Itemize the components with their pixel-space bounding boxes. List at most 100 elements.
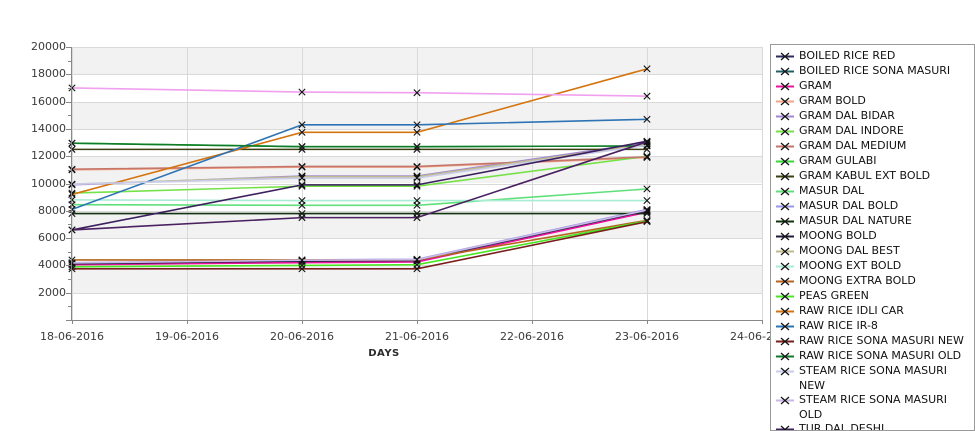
y-axis-tick — [66, 128, 71, 130]
vertical-gridline — [647, 47, 648, 320]
series-line — [71, 140, 648, 231]
legend-item[interactable]: MOONG BOLD — [775, 229, 972, 244]
y-axis-tick — [66, 238, 71, 240]
legend-item-label: GRAM DAL BIDAR — [799, 109, 895, 122]
legend-item[interactable]: BOILED RICE SONA MASURI — [775, 64, 972, 79]
legend-item-label: TUR DAL DESHI — [799, 422, 885, 431]
legend-item[interactable]: RAW RICE IDLI CAR — [775, 304, 972, 319]
data-point-marker — [643, 138, 651, 146]
y-axis-tick — [66, 183, 71, 185]
legend-item-label: RAW RICE SONA MASURI NEW — [799, 334, 964, 347]
y-axis-tick-label: 12000 — [31, 149, 66, 163]
legend-item-label: BOILED RICE SONA MASURI — [799, 64, 951, 77]
legend-item[interactable]: RAW RICE IR-8 — [775, 319, 972, 334]
series-line — [71, 68, 648, 196]
legend-item[interactable]: GRAM BOLD — [775, 94, 972, 109]
series-line — [71, 209, 648, 264]
series-line — [71, 155, 648, 194]
legend-item-label: MOONG EXT BOLD — [799, 259, 902, 272]
series-line — [71, 118, 648, 211]
legend-marker-x-icon — [775, 364, 795, 379]
data-point-marker — [298, 128, 306, 136]
y-axis-minor-tick — [68, 60, 71, 62]
legend-items: BOILED RICE RED BOILED RICE SONA MASURI GR… — [771, 45, 974, 431]
y-axis-title: RATES — [0, 136, 3, 175]
legend-item[interactable]: TUR DAL DESHI — [775, 422, 972, 431]
series-line — [71, 87, 648, 97]
y-axis-tick — [66, 101, 71, 103]
legend-item[interactable]: BOILED RICE RED — [775, 49, 972, 64]
y-axis-tick — [66, 265, 71, 267]
data-point-marker — [413, 89, 421, 97]
legend-item-label: MASUR DAL BOLD — [799, 199, 899, 212]
data-point-marker — [413, 265, 421, 273]
legend-item[interactable]: STEAM RICE SONA MASURI OLD — [775, 393, 972, 422]
x-axis-tick — [187, 320, 188, 324]
legend-marker-x-icon — [775, 64, 795, 79]
legend-marker-x-icon — [775, 393, 795, 408]
data-point-marker — [68, 180, 76, 188]
data-point-marker — [68, 259, 76, 267]
data-point-marker — [413, 174, 421, 182]
series-lines — [68, 65, 651, 273]
legend-item[interactable]: GRAM DAL BIDAR — [775, 109, 972, 124]
chart-legend[interactable]: BOILED RICE RED BOILED RICE SONA MASURI GR… — [770, 44, 975, 431]
vertical-gridline — [302, 47, 303, 320]
x-axis-tick — [762, 320, 763, 324]
data-point-marker — [643, 92, 651, 100]
legend-item[interactable]: GRAM DAL MEDIUM — [775, 139, 972, 154]
data-point-marker — [413, 143, 421, 151]
legend-item-label: MOONG BOLD — [799, 229, 877, 242]
legend-item[interactable]: MOONG DAL BEST — [775, 244, 972, 259]
y-axis-minor-tick — [68, 279, 71, 281]
data-point-marker — [643, 218, 651, 226]
y-axis-minor-tick — [68, 197, 71, 199]
series-line — [71, 142, 648, 148]
data-point-marker — [298, 196, 306, 205]
x-axis-tick — [417, 320, 418, 324]
legend-item[interactable]: GRAM GULABI — [775, 154, 972, 169]
x-axis-tick — [302, 320, 303, 324]
x-axis-tick — [72, 320, 73, 324]
legend-marker-x-icon — [775, 109, 795, 124]
legend-marker-x-icon — [775, 49, 795, 64]
legend-marker-x-icon — [775, 304, 795, 319]
legend-item[interactable]: GRAM DAL INDORE — [775, 124, 972, 139]
legend-item[interactable]: GRAM — [775, 79, 972, 94]
legend-item-label: GRAM DAL MEDIUM — [799, 139, 907, 152]
data-point-marker — [68, 165, 76, 173]
y-axis-tick — [66, 74, 71, 76]
y-axis-tick — [66, 292, 71, 294]
legend-marker-x-icon — [775, 319, 795, 334]
legend-item[interactable]: MOONG EXTRA BOLD — [775, 274, 972, 289]
data-point-marker — [413, 121, 421, 129]
legend-item-label: GRAM BOLD — [799, 94, 866, 107]
legend-item-label: RAW RICE IR-8 — [799, 319, 878, 332]
series-line — [71, 220, 648, 268]
x-axis-tick — [647, 320, 648, 324]
legend-item[interactable]: PEAS GREEN — [775, 289, 972, 304]
y-axis-minor-tick — [68, 115, 71, 117]
data-point-marker — [643, 153, 651, 161]
legend-marker-x-icon — [775, 199, 795, 214]
legend-item[interactable]: MOONG EXT BOLD — [775, 259, 972, 274]
legend-item[interactable]: GRAM KABUL EXT BOLD — [775, 169, 972, 184]
legend-item[interactable]: MASUR DAL NATURE — [775, 214, 972, 229]
y-axis-tick — [66, 320, 71, 321]
series-line — [71, 144, 648, 185]
y-axis-tick-label: 20000 — [31, 40, 66, 53]
vertical-gridline — [532, 47, 533, 320]
legend-marker-x-icon — [775, 154, 795, 169]
legend-item[interactable]: RAW RICE SONA MASURI OLD — [775, 349, 972, 364]
data-point-marker — [298, 143, 306, 151]
legend-marker-x-icon — [775, 229, 795, 244]
legend-item[interactable]: STEAM RICE SONA MASURI NEW — [775, 364, 972, 393]
data-point-marker — [68, 145, 76, 153]
legend-item[interactable]: MASUR DAL BOLD — [775, 199, 972, 214]
legend-item[interactable]: MASUR DAL — [775, 184, 972, 199]
data-point-marker — [298, 174, 306, 182]
x-axis-line — [71, 320, 762, 321]
data-point-marker — [68, 190, 76, 199]
legend-item[interactable]: RAW RICE SONA MASURI NEW — [775, 334, 972, 349]
